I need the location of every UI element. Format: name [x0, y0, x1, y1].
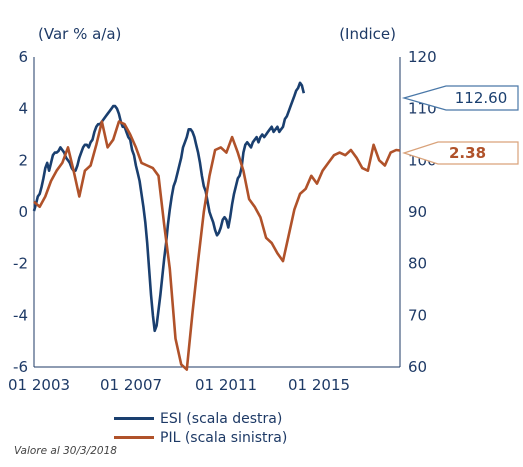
- x-tick-label: 01 2007: [100, 376, 162, 394]
- x-tick-label: 01 2011: [195, 376, 257, 394]
- legend-label-esi: ESI (scala destra): [160, 410, 283, 427]
- left-tick-label: 4: [18, 100, 28, 118]
- legend-swatch-esi: [114, 417, 154, 420]
- left-tick-label: 6: [18, 48, 28, 66]
- esi-callout-box: [401, 85, 519, 111]
- right-tick-label: 90: [408, 203, 427, 221]
- right-tick-label: 70: [408, 306, 427, 324]
- left-tick-label: 2: [18, 151, 28, 169]
- right-tick-label: 120: [408, 48, 437, 66]
- esi-series-line: [32, 81, 306, 333]
- footnote: Valore al 30/3/2018: [14, 445, 117, 457]
- pil-callout-value: 2.38: [449, 144, 486, 162]
- legend-item-pil: PIL (scala sinistra): [114, 428, 287, 447]
- x-tick-label: 01 2015: [288, 376, 350, 394]
- legend-item-esi: ESI (scala destra): [114, 409, 287, 428]
- pil-callout-box: [402, 141, 519, 165]
- pil-series-line: [33, 120, 401, 371]
- legend: ESI (scala destra) PIL (scala sinistra): [114, 409, 287, 447]
- x-tick-label: 01 2003: [8, 376, 70, 394]
- legend-label-pil: PIL (scala sinistra): [160, 429, 288, 446]
- legend-swatch-pil: [114, 436, 154, 439]
- left-tick-label: 0: [18, 203, 28, 221]
- esi-callout-value: 112.60: [455, 89, 508, 107]
- left-tick-label: -6: [13, 358, 28, 376]
- left-tick-label: -4: [13, 306, 28, 324]
- right-tick-label: 80: [408, 255, 427, 273]
- left-axis-title: (Var % a/a): [38, 25, 121, 43]
- right-axis-title: (Indice): [339, 25, 396, 43]
- right-tick-label: 60: [408, 358, 427, 376]
- left-tick-label: -2: [13, 255, 28, 273]
